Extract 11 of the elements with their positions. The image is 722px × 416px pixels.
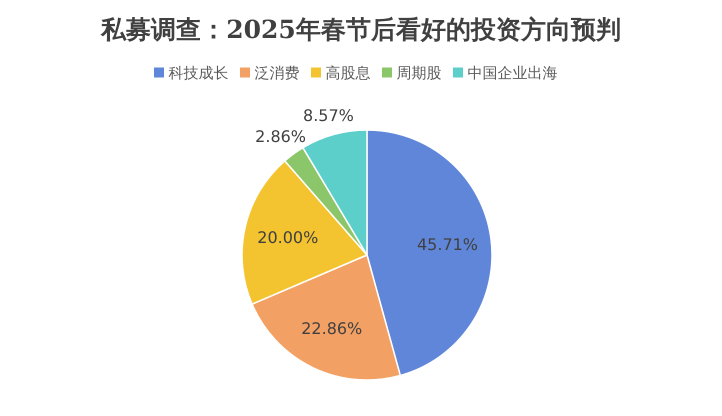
legend-label: 泛消费: [254, 64, 300, 82]
data-label: 2.86%: [255, 127, 306, 146]
data-label: 8.57%: [303, 106, 354, 126]
data-label: 22.86%: [301, 319, 362, 338]
legend-label: 周期股: [396, 64, 442, 82]
legend-label: 科技成长: [168, 64, 228, 82]
legend-label: 高股息: [326, 64, 370, 82]
data-label: 45.71%: [417, 235, 478, 254]
data-label: 20.00%: [257, 228, 318, 247]
chart-title: 私募调查：2025年春节后看好的投资方向预判: [100, 15, 621, 44]
legend-label: 中国企业出海: [468, 64, 558, 82]
